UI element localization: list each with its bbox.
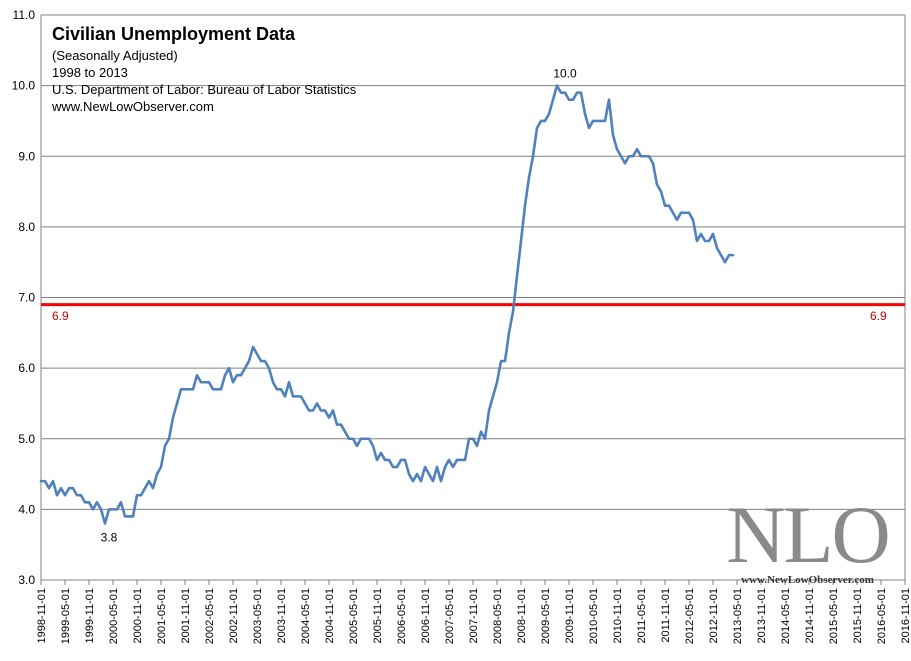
chart-title: Civilian Unemployment Data — [52, 24, 296, 44]
subtitle-line-3: U.S. Department of Labor: Bureau of Labo… — [52, 82, 357, 97]
x-tick-label: 2013-05-01 — [732, 588, 744, 644]
x-tick-label: 1998-11-01 — [36, 588, 48, 643]
x-tick-label: 2015-05-01 — [828, 588, 840, 644]
y-tick-label: 5.0 — [18, 432, 35, 446]
watermark-url: www.NewLowObserver.com — [741, 574, 874, 586]
reference-label-right: 6.9 — [870, 309, 887, 323]
x-tick-label: 2001-11-01 — [180, 588, 192, 643]
x-tick-label: 1999-05-01 — [60, 588, 72, 644]
x-tick-label: 2013-11-01 — [756, 588, 768, 643]
series-line — [39, 84, 735, 525]
y-tick-label: 8.0 — [18, 220, 35, 234]
x-tick-label: 2005-05-01 — [348, 588, 360, 644]
x-tick-label: 2000-05-01 — [108, 588, 120, 644]
x-tick-label: 2012-05-01 — [684, 588, 696, 644]
x-tick-label: 2000-11-01 — [132, 588, 144, 643]
x-tick-label: 2002-05-01 — [204, 588, 216, 644]
y-tick-label: 3.0 — [18, 573, 35, 587]
x-tick-label: 2006-05-01 — [396, 588, 408, 644]
y-tick-label: 6.0 — [18, 361, 35, 375]
x-tick-label: 2005-11-01 — [372, 588, 384, 643]
x-tick-label: 2003-05-01 — [252, 588, 264, 644]
x-tick-label: 2007-11-01 — [468, 588, 480, 643]
x-tick-label: 2015-11-01 — [852, 588, 864, 643]
chart-title-block: Civilian Unemployment Data (Seasonally A… — [52, 24, 356, 115]
subtitle-line-2: 1998 to 2013 — [52, 65, 128, 80]
x-tick-label: 2016-05-01 — [876, 588, 888, 644]
y-tick-label: 7.0 — [18, 291, 35, 305]
y-tick-label: 11.0 — [13, 8, 36, 22]
x-tick-label: 2009-05-01 — [540, 588, 552, 644]
data-label-annotation: 10.0 — [553, 67, 577, 81]
x-tick-label: 2007-05-01 — [444, 588, 456, 644]
y-tick-label: 4.0 — [18, 502, 35, 516]
y-tick-label: 9.0 — [18, 149, 35, 163]
x-tick-label: 2008-05-01 — [492, 588, 504, 644]
x-tick-label: 2014-05-01 — [780, 588, 792, 644]
x-tick-label: 2003-11-01 — [276, 588, 288, 643]
x-tick-label: 2016-11-01 — [900, 588, 911, 643]
x-tick-label: 2014-11-01 — [804, 588, 816, 643]
subtitle-line-4: www.NewLowObserver.com — [52, 99, 214, 114]
x-tick-label: 2010-05-01 — [588, 588, 600, 644]
x-tick-label: 2004-05-01 — [300, 588, 312, 644]
subtitle-line-1: (Seasonally Adjusted) — [52, 48, 178, 63]
data-label-annotation: 3.8 — [101, 531, 118, 545]
y-tick-label: 10.0 — [12, 79, 36, 93]
x-tick-label: 2012-11-01 — [708, 588, 720, 643]
reference-label-left: 6.9 — [52, 309, 69, 323]
x-tick-label: 2008-11-01 — [516, 588, 528, 643]
x-tick-label: 1999-11-01 — [84, 588, 96, 643]
x-tick-label: 2011-11-01 — [660, 588, 672, 643]
x-tick-label: 2009-11-01 — [564, 588, 576, 643]
watermark-logo: NLO — [726, 489, 891, 580]
x-tick-label: 2006-11-01 — [420, 588, 432, 643]
x-tick-label: 2002-11-01 — [228, 588, 240, 643]
nlo-watermark: NLO www.NewLowObserver.com — [720, 489, 895, 587]
x-tick-label: 2010-11-01 — [612, 588, 624, 643]
x-tick-label: 2011-05-01 — [636, 588, 648, 643]
x-tick-label: 2001-05-01 — [156, 588, 168, 644]
x-tick-label: 2004-11-01 — [324, 588, 336, 643]
